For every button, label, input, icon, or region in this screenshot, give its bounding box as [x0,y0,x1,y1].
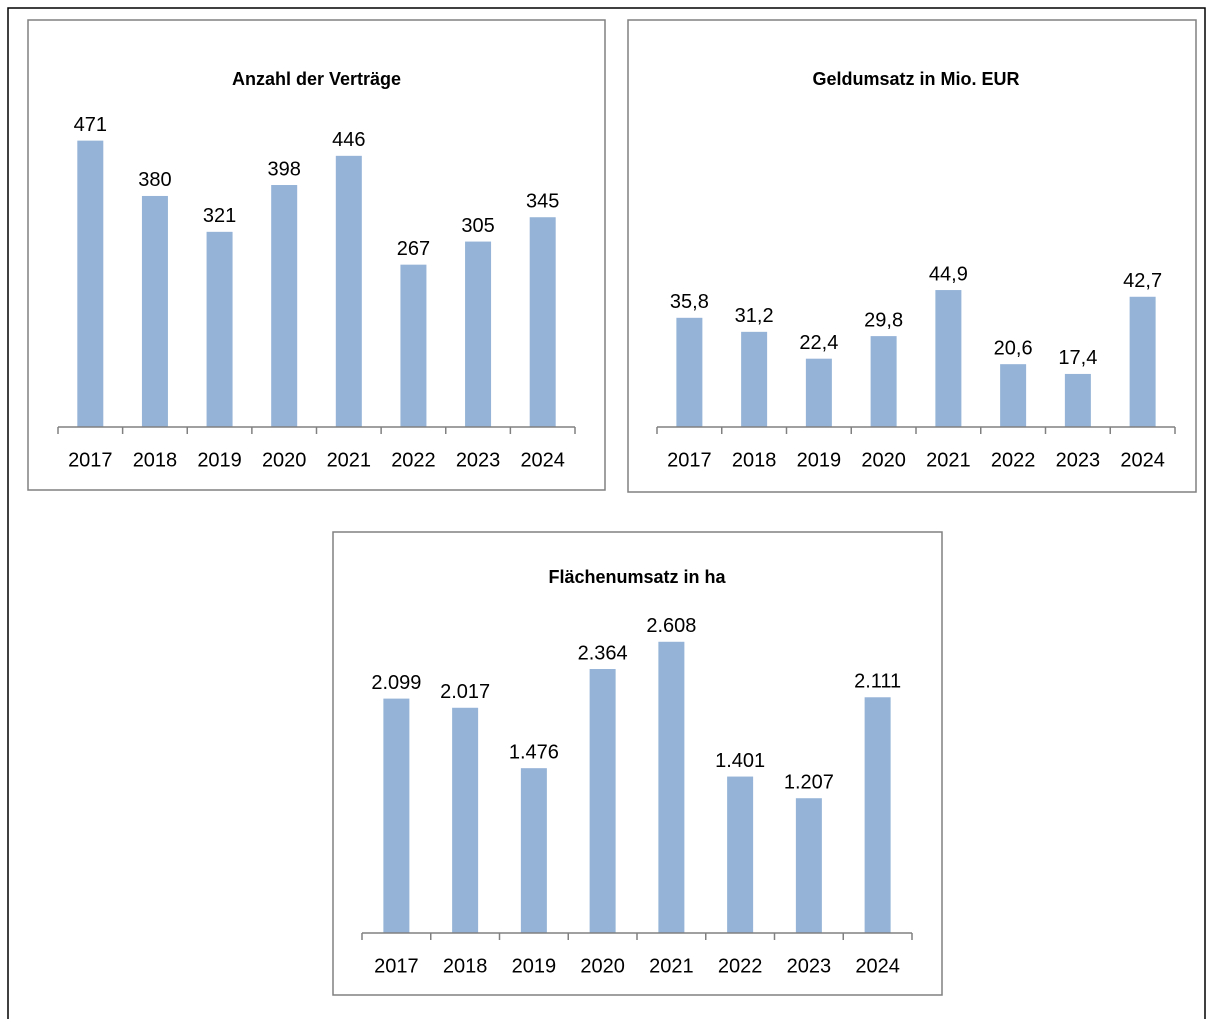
x-tick-label: 2017 [68,449,113,471]
data-label: 398 [268,158,301,180]
x-tick-label: 2022 [718,955,763,977]
bar [383,698,410,933]
data-label: 345 [526,191,559,213]
bar [335,155,362,427]
data-label: 471 [74,114,107,136]
bar [465,241,492,427]
data-label: 2.364 [578,642,628,664]
x-tick-label: 2017 [374,955,419,977]
x-tick-label: 2021 [327,449,372,471]
x-tick-label: 2022 [391,449,436,471]
bar [452,707,479,933]
bar [795,798,822,933]
bar [727,776,754,933]
bar [206,231,233,427]
data-label: 31,2 [735,305,774,327]
bar [805,358,832,427]
bar [1064,373,1091,427]
data-label: 2.099 [371,672,421,694]
data-label: 29,8 [864,309,903,331]
x-tick-label: 2020 [580,955,625,977]
x-tick-label: 2021 [649,955,694,977]
x-tick-label: 2017 [667,449,712,471]
data-label: 2.608 [646,615,696,637]
x-tick-label: 2018 [133,449,178,471]
data-label: 2.017 [440,681,490,703]
bar [271,185,298,427]
bar [870,336,897,427]
x-tick-label: 2024 [1120,449,1165,471]
x-tick-label: 2018 [732,449,777,471]
chart-title: Flächenumsatz in ha [548,567,726,587]
bar [141,195,168,427]
chart-title: Geldumsatz in Mio. EUR [812,69,1019,89]
data-label: 2.111 [854,671,901,693]
bar [935,290,962,427]
bar [529,217,556,427]
x-tick-label: 2020 [861,449,906,471]
x-tick-label: 2019 [512,955,557,977]
data-label: 20,6 [994,337,1033,359]
data-label: 35,8 [670,291,709,313]
chart-frame [332,531,943,996]
x-tick-label: 2022 [991,449,1036,471]
chart-frame [627,19,1197,493]
x-tick-label: 2021 [926,449,971,471]
x-tick-label: 2024 [855,955,900,977]
data-label: 44,9 [929,263,968,285]
data-label: 1.401 [715,750,765,772]
bar [1000,364,1027,427]
bar [1129,296,1156,427]
chart-title: Anzahl der Verträge [232,69,401,89]
data-label: 305 [461,215,494,237]
data-label: 17,4 [1058,347,1097,369]
data-label: 380 [138,169,171,191]
data-label: 42,7 [1123,270,1162,292]
chart-frame [27,19,606,491]
page-frame [7,7,1206,1019]
x-tick-label: 2020 [262,449,307,471]
x-tick-label: 2023 [1056,449,1101,471]
bar [589,669,616,933]
x-tick-label: 2019 [197,449,242,471]
x-tick-label: 2023 [787,955,832,977]
bar [400,264,427,427]
x-tick-label: 2019 [797,449,842,471]
data-label: 446 [332,129,365,151]
bar [520,768,547,933]
bar [864,697,891,933]
bar [741,331,768,427]
x-tick-label: 2018 [443,955,488,977]
data-label: 1.207 [784,771,834,793]
data-label: 321 [203,205,236,227]
x-tick-label: 2024 [520,449,565,471]
data-label: 1.476 [509,741,559,763]
bar [77,140,104,427]
x-tick-label: 2023 [456,449,501,471]
data-label: 22,4 [799,332,838,354]
bar [676,317,703,427]
bar [658,641,685,933]
data-label: 267 [397,238,430,260]
